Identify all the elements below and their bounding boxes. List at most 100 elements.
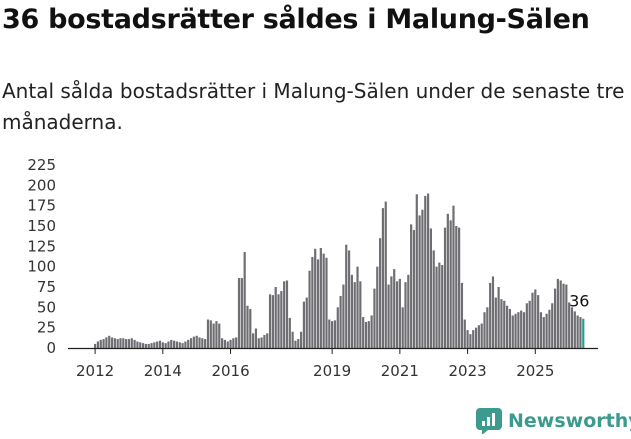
y-tick-label: 225 (27, 156, 56, 174)
bar (102, 339, 105, 348)
bar (401, 307, 404, 348)
bar (364, 321, 368, 348)
bar (505, 305, 509, 348)
bar (483, 312, 486, 348)
bar (285, 280, 289, 348)
bar (472, 330, 475, 348)
bar (314, 248, 317, 348)
bar (460, 282, 464, 348)
bar (404, 282, 407, 348)
bar (226, 341, 229, 348)
bar (429, 228, 432, 348)
bar (316, 259, 320, 348)
bar (418, 215, 421, 348)
bar (235, 337, 238, 348)
bar (201, 338, 204, 348)
bar (119, 338, 122, 348)
bar (362, 317, 365, 348)
bar (144, 343, 147, 348)
bar (266, 333, 269, 348)
bar (181, 343, 184, 348)
bar (452, 205, 455, 348)
bar (105, 337, 108, 348)
bar (500, 299, 503, 348)
bar (356, 266, 359, 348)
bar (218, 323, 221, 348)
bar (136, 341, 139, 348)
bar (232, 338, 235, 348)
bar (175, 341, 179, 348)
bar (520, 310, 523, 348)
highlight-bar (582, 318, 585, 348)
bar (438, 262, 441, 348)
bar (522, 312, 526, 348)
bar (542, 317, 545, 348)
bar (336, 307, 339, 348)
bar (551, 303, 554, 348)
bar (167, 341, 170, 348)
bar (328, 319, 331, 348)
bar (412, 230, 416, 348)
bar (443, 227, 447, 348)
bar (130, 338, 133, 348)
bar (195, 335, 198, 348)
bar (553, 288, 557, 348)
bar (345, 244, 348, 348)
bar (170, 339, 173, 348)
bar (257, 338, 260, 348)
bar (113, 338, 116, 348)
bar (534, 289, 537, 348)
bar (229, 339, 232, 348)
x-tick-label: 2023 (448, 362, 486, 380)
bar (283, 281, 286, 348)
bar (503, 300, 506, 348)
y-tick-label: 100 (27, 258, 56, 276)
bar (277, 294, 280, 348)
bar (390, 276, 393, 348)
newsworthy-logo-icon (476, 408, 502, 434)
x-tick-label: 2019 (313, 362, 351, 380)
bar (305, 297, 308, 348)
bar (223, 339, 226, 348)
bar (147, 343, 150, 348)
bar (249, 308, 252, 348)
bar (189, 338, 193, 348)
bar (539, 312, 543, 348)
bar (333, 320, 337, 348)
bar (220, 338, 224, 348)
bar (274, 287, 277, 348)
bar (514, 313, 517, 348)
bar (158, 340, 162, 348)
y-tick-label: 175 (27, 197, 56, 215)
bar (263, 334, 266, 348)
bar (508, 308, 512, 348)
bar (398, 278, 401, 348)
bar (133, 339, 136, 348)
y-tick-label: 25 (37, 319, 56, 337)
bar (474, 327, 478, 348)
bar (164, 343, 167, 348)
bar (463, 319, 466, 348)
bar (395, 281, 399, 348)
bar (432, 250, 435, 348)
bar (299, 331, 303, 348)
bar (108, 335, 111, 348)
bar (379, 238, 382, 348)
bar (435, 266, 438, 348)
bar (480, 323, 483, 348)
bar (125, 339, 128, 348)
bar (209, 320, 212, 348)
bar (469, 334, 472, 348)
bar (511, 315, 514, 348)
bar (192, 336, 195, 348)
bar (407, 274, 410, 348)
bar (311, 256, 314, 348)
bar (122, 338, 125, 348)
bar (537, 295, 540, 348)
bar (237, 278, 241, 348)
bar (568, 302, 571, 348)
bar (246, 305, 249, 348)
bar (466, 330, 469, 348)
bar (458, 227, 461, 348)
bar (322, 253, 325, 348)
